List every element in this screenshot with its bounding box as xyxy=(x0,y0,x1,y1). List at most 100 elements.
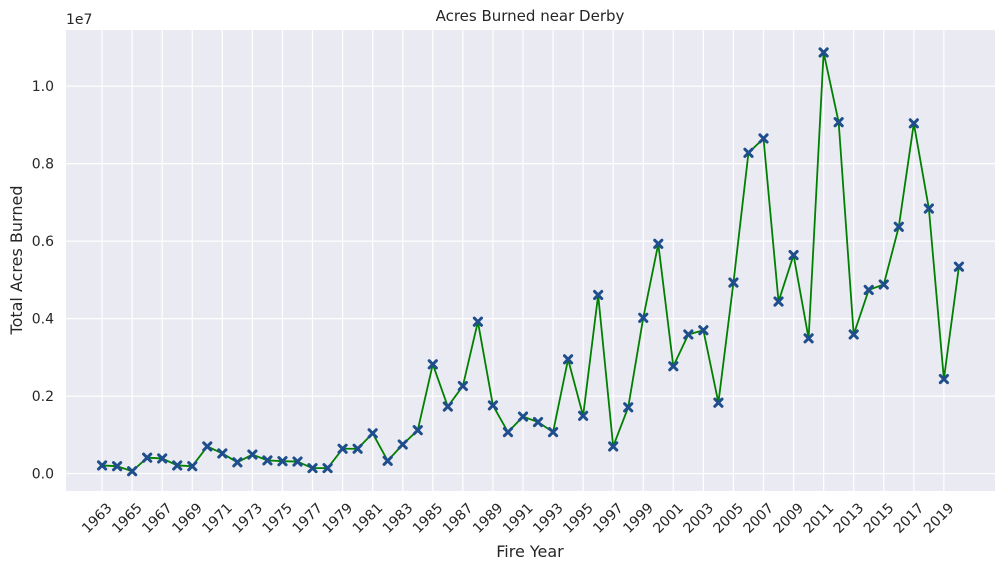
data-point-marker xyxy=(532,416,544,428)
x-tick-label: 1989 xyxy=(470,500,507,537)
y-axis-title: Total Acres Burned xyxy=(7,186,26,336)
x-tick-label: 1975 xyxy=(260,500,297,537)
data-point-marker xyxy=(608,441,619,452)
data-point-marker xyxy=(112,461,123,472)
x-tick-label: 2019 xyxy=(921,500,958,537)
data-point-marker xyxy=(653,238,664,249)
data-point-marker xyxy=(442,401,453,412)
data-point-marker xyxy=(487,400,499,411)
data-point-marker xyxy=(382,455,393,466)
data-point-marker xyxy=(517,411,529,422)
x-tick-label: 2005 xyxy=(711,500,748,537)
data-point-marker xyxy=(322,463,333,474)
data-point-marker xyxy=(833,117,844,128)
y-tick-label: 0.0 xyxy=(32,467,54,483)
data-point-marker xyxy=(743,147,754,158)
x-tick-label: 2003 xyxy=(680,500,717,537)
y-tick-label: 1.0 xyxy=(32,79,54,95)
y-tick-label: 0.4 xyxy=(32,312,54,328)
x-tick-label: 1979 xyxy=(320,500,357,537)
x-tick-label: 1999 xyxy=(620,500,657,537)
data-point-marker xyxy=(96,460,108,471)
data-point-marker xyxy=(923,203,934,214)
data-point-marker xyxy=(307,463,318,474)
data-point-marker xyxy=(202,441,213,452)
x-tick-label: 1973 xyxy=(229,500,266,537)
data-point-marker xyxy=(277,456,288,467)
data-point-marker xyxy=(818,47,829,58)
data-point-marker xyxy=(593,289,604,301)
data-point-marker xyxy=(472,316,483,327)
series-line xyxy=(102,51,960,473)
data-point-marker xyxy=(547,427,559,438)
x-tick-label: 1991 xyxy=(500,500,537,537)
x-tick-labels: 1963196519671969197119731975197719791981… xyxy=(79,500,957,537)
data-point-marker xyxy=(562,354,574,365)
x-tick-label: 1983 xyxy=(380,500,417,537)
data-point-marker xyxy=(157,453,168,464)
x-tick-label: 1985 xyxy=(410,500,447,537)
data-point-marker xyxy=(878,279,889,290)
data-point-marker xyxy=(698,325,709,336)
data-point-marker xyxy=(788,249,799,261)
series-acres-burned xyxy=(96,47,965,477)
x-tick-label: 1969 xyxy=(169,500,206,537)
data-point-marker xyxy=(578,410,589,421)
x-tick-label: 2017 xyxy=(891,500,928,537)
data-point-marker xyxy=(247,449,258,460)
x-tick-label: 1981 xyxy=(350,500,387,537)
data-point-marker xyxy=(352,443,363,454)
data-point-marker xyxy=(713,397,724,408)
plot-background xyxy=(66,30,995,491)
x-tick-label: 2001 xyxy=(650,500,687,537)
x-tick-label: 1963 xyxy=(79,500,116,537)
x-tick-label: 2011 xyxy=(801,500,838,537)
data-point-marker xyxy=(457,380,468,392)
x-tick-label: 1987 xyxy=(440,500,477,537)
x-tick-label: 1967 xyxy=(139,500,176,537)
data-point-marker xyxy=(623,402,634,413)
y-tick-label: 0.2 xyxy=(32,389,54,405)
data-point-marker xyxy=(908,118,919,129)
data-point-marker xyxy=(668,361,679,372)
y-tick-label: 0.8 xyxy=(32,157,54,173)
data-point-marker xyxy=(728,277,739,288)
data-point-marker xyxy=(683,329,694,340)
data-point-marker xyxy=(127,466,138,477)
x-tick-label: 2007 xyxy=(741,500,778,537)
data-point-marker xyxy=(142,452,153,463)
x-tick-label: 1997 xyxy=(590,500,627,537)
y-tick-label: 0.6 xyxy=(32,234,54,250)
data-point-marker xyxy=(172,460,183,471)
data-point-marker xyxy=(953,261,965,272)
data-point-marker xyxy=(232,457,243,468)
data-point-marker xyxy=(367,428,378,439)
data-point-marker xyxy=(893,221,904,232)
data-point-marker xyxy=(803,333,814,344)
data-point-marker xyxy=(938,373,949,385)
data-point-marker xyxy=(427,359,438,370)
data-point-marker xyxy=(337,443,348,454)
x-tick-label: 2015 xyxy=(861,500,898,537)
chart-title: Acres Burned near Derby xyxy=(436,7,625,25)
data-point-marker xyxy=(187,461,198,472)
y-multiplier-label: 1e7 xyxy=(66,12,92,28)
data-point-marker xyxy=(638,312,649,323)
x-tick-label: 2013 xyxy=(831,500,868,537)
x-axis-title: Fire Year xyxy=(496,542,564,561)
data-point-marker xyxy=(412,425,423,436)
data-point-marker xyxy=(397,439,408,450)
x-tick-label: 1995 xyxy=(560,500,597,537)
x-tick-label: 1971 xyxy=(199,500,236,537)
data-point-marker xyxy=(217,448,228,459)
data-point-marker xyxy=(863,284,874,296)
data-point-marker xyxy=(848,329,859,340)
x-tick-label: 1993 xyxy=(530,500,567,537)
data-point-marker xyxy=(502,427,514,438)
data-point-marker xyxy=(292,456,303,467)
x-tick-label: 2009 xyxy=(771,500,808,537)
data-point-marker xyxy=(262,455,273,466)
x-tick-label: 1977 xyxy=(290,500,327,537)
x-tick-label: 1965 xyxy=(109,500,146,537)
